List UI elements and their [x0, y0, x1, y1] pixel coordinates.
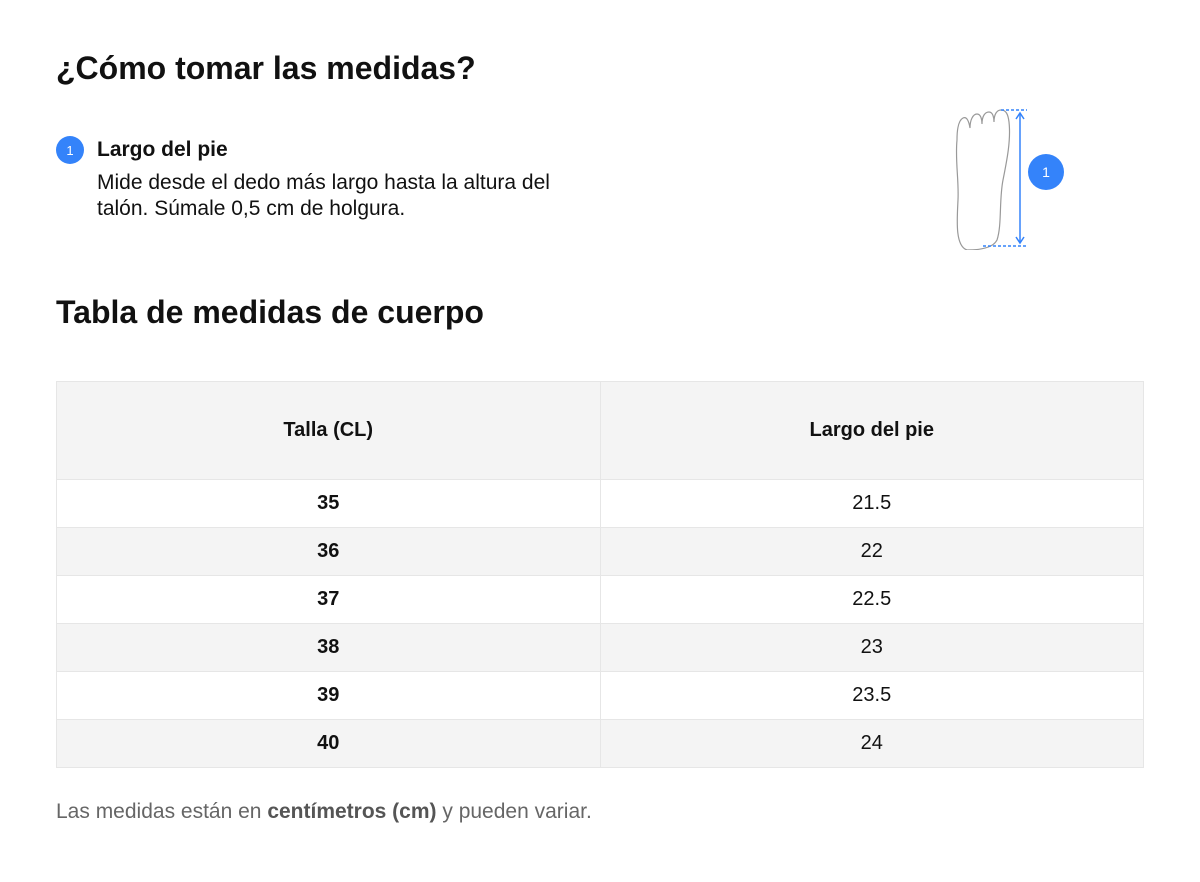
length-cell: 22.5	[599, 575, 1144, 624]
units-note: Las medidas están en centímetros (cm) y …	[56, 800, 592, 824]
length-cell: 22	[599, 527, 1144, 576]
illustration-marker: 1	[1042, 164, 1050, 180]
size-cell: 38	[56, 623, 601, 672]
length-cell: 23.5	[599, 671, 1144, 720]
table-title: Tabla de medidas de cuerpo	[56, 294, 484, 330]
foot-icon: 1	[955, 109, 1064, 251]
table-row: 36 22	[56, 527, 1144, 576]
header-foot-length: Largo del pie	[599, 381, 1144, 480]
table-row: 38 23	[56, 623, 1144, 672]
size-cell: 37	[56, 575, 601, 624]
table-row: 37 22.5	[56, 575, 1144, 624]
page-title: ¿Cómo tomar las medidas?	[56, 50, 476, 86]
size-table: Talla (CL) Largo del pie 35 21.5 36 22 37 2…	[56, 381, 1144, 768]
note-text: Las medidas están en	[56, 800, 268, 823]
foot-illustration: 1	[945, 100, 1075, 255]
size-cell: 39	[56, 671, 601, 720]
header-size: Talla (CL)	[56, 381, 601, 480]
note-unit: centímetros (cm)	[267, 800, 437, 823]
length-cell: 23	[599, 623, 1144, 672]
table-row: 35 21.5	[56, 479, 1144, 528]
step-description: Mide desde el dedo más largo hasta la al…	[97, 171, 550, 220]
step-title: Largo del pie	[97, 138, 228, 161]
length-cell: 21.5	[599, 479, 1144, 528]
table-row: 40 24	[56, 719, 1144, 768]
size-cell: 36	[56, 527, 601, 576]
table-header-row: Talla (CL) Largo del pie	[56, 381, 1144, 480]
table-row: 39 23.5	[56, 671, 1144, 720]
step-number-badge: 1	[56, 136, 84, 164]
size-cell: 35	[56, 479, 601, 528]
note-text-end: y pueden variar.	[436, 800, 592, 823]
size-cell: 40	[56, 719, 601, 768]
length-cell: 24	[599, 719, 1144, 768]
